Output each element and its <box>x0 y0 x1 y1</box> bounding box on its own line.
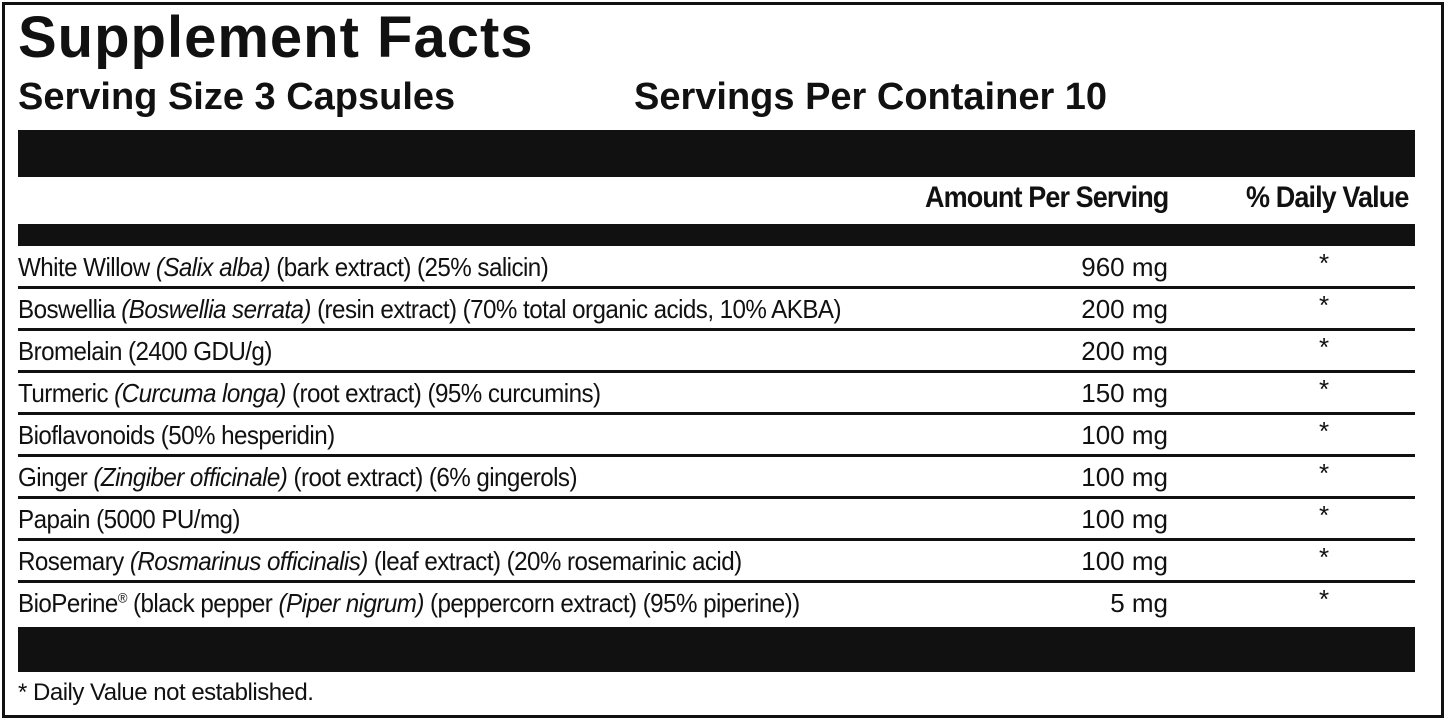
ingredient-text: (root extract) (95% curcumins) <box>285 378 601 408</box>
bottom-divider <box>18 627 1415 672</box>
amount-per-serving: 100 mg <box>1081 462 1168 492</box>
ingredient-text: (leaf extract) (20% rosemarinic acid) <box>367 546 742 576</box>
ingredient-text: Ginger <box>18 462 94 492</box>
daily-value: * <box>1318 332 1330 362</box>
table-row: Bromelain (2400 GDU/g) 200 mg * <box>18 331 1415 373</box>
botanical-name: (Boswellia serrata) <box>121 294 311 324</box>
daily-value: * <box>1318 374 1330 404</box>
ingredient-text: Boswellia <box>18 294 122 324</box>
daily-value: * <box>1318 500 1330 530</box>
table-row: White Willow (Salix alba) (bark extract)… <box>18 247 1415 289</box>
ingredient-text: (peppercorn extract) (95% piperine)) <box>423 588 800 618</box>
ingredient-text: (black pepper <box>126 588 279 618</box>
amount-per-serving: 150 mg <box>1081 378 1168 408</box>
daily-value: * <box>1318 248 1330 278</box>
ingredient-name: BioPerine® (black pepper (Piper nigrum) … <box>18 583 800 623</box>
table-row: Ginger (Zingiber officinale) (root extra… <box>18 457 1415 499</box>
table-row: Bioflavonoids (50% hesperidin) 100 mg * <box>18 415 1415 457</box>
daily-value: * <box>1318 416 1330 446</box>
ingredient-name: Ginger (Zingiber officinale) (root extra… <box>18 457 578 497</box>
daily-value-header: % Daily Value <box>1245 181 1409 214</box>
ingredient-text: Papain (5000 PU/mg) <box>18 504 240 534</box>
ingredient-text: Rosemary <box>18 546 130 576</box>
ingredient-text: BioPerine <box>18 588 118 618</box>
amount-per-serving: 100 mg <box>1081 504 1168 534</box>
ingredient-name: Turmeric (Curcuma longa) (root extract) … <box>18 373 601 413</box>
ingredient-text: Turmeric <box>18 378 115 408</box>
amount-per-serving: 200 mg <box>1081 336 1168 366</box>
amount-header: Amount Per Serving <box>924 181 1169 214</box>
ingredient-text: White Willow <box>18 252 156 282</box>
thick-divider <box>18 130 1415 177</box>
table-row: BioPerine® (black pepper (Piper nigrum) … <box>18 583 1415 622</box>
amount-per-serving: 5 mg <box>1110 588 1168 618</box>
botanical-name: (Zingiber officinale) <box>93 462 288 492</box>
ingredient-name: Rosemary (Rosmarinus officinalis) (leaf … <box>18 541 742 581</box>
ingredient-text: Bioflavonoids (50% hesperidin) <box>18 420 335 450</box>
amount-per-serving: 100 mg <box>1081 420 1168 450</box>
footnote: * Daily Value not established. <box>18 679 314 706</box>
ingredient-name: Bioflavonoids (50% hesperidin) <box>18 415 335 455</box>
ingredient-text: (root extract) (6% gingerols) <box>287 462 577 492</box>
table-row: Rosemary (Rosmarinus officinalis) (leaf … <box>18 541 1415 583</box>
botanical-name: (Salix alba) <box>155 252 271 282</box>
ingredient-text: (resin extract) (70% total organic acids… <box>310 294 841 324</box>
botanical-name: (Curcuma longa) <box>114 378 286 408</box>
registered-mark: ® <box>117 589 128 606</box>
header-divider <box>18 224 1415 246</box>
amount-per-serving: 100 mg <box>1081 546 1168 576</box>
botanical-name: (Piper nigrum) <box>278 588 424 618</box>
table-row: Boswellia (Boswellia serrata) (resin ext… <box>18 289 1415 331</box>
serving-size: Serving Size 3 Capsules <box>18 76 456 118</box>
ingredient-text: Bromelain (2400 GDU/g) <box>18 336 272 366</box>
table-row: Papain (5000 PU/mg) 100 mg * <box>18 499 1415 541</box>
ingredient-name: White Willow (Salix alba) (bark extract)… <box>18 247 549 287</box>
ingredient-table: White Willow (Salix alba) (bark extract)… <box>18 247 1415 622</box>
daily-value: * <box>1318 584 1330 614</box>
ingredient-name: Papain (5000 PU/mg) <box>18 499 240 539</box>
daily-value: * <box>1318 458 1330 488</box>
servings-per-container: Servings Per Container 10 <box>634 76 1108 118</box>
ingredient-text: (bark extract) (25% salicin) <box>270 252 549 282</box>
table-row: Turmeric (Curcuma longa) (root extract) … <box>18 373 1415 415</box>
daily-value: * <box>1318 290 1330 320</box>
ingredient-name: Boswellia (Boswellia serrata) (resin ext… <box>18 289 842 329</box>
daily-value: * <box>1318 542 1330 572</box>
ingredient-name: Bromelain (2400 GDU/g) <box>18 331 272 371</box>
botanical-name: (Rosmarinus officinalis) <box>129 546 368 576</box>
page-title: Supplement Facts <box>18 5 534 70</box>
amount-per-serving: 200 mg <box>1081 294 1168 324</box>
amount-per-serving: 960 mg <box>1081 252 1168 282</box>
